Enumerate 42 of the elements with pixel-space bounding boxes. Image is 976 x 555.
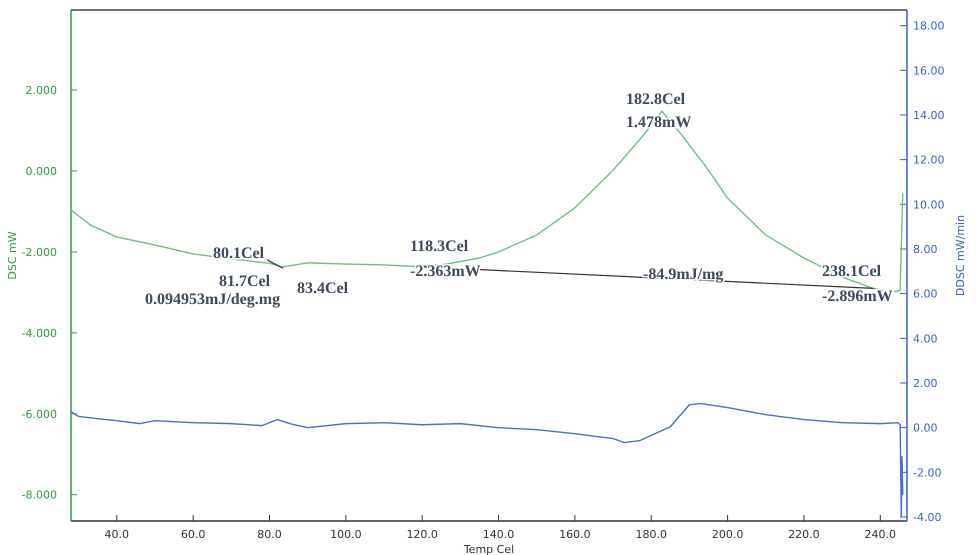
y-tick-label: 0.000 bbox=[26, 165, 57, 178]
y-tick-label: -2.000 bbox=[22, 246, 57, 259]
x-tick-label: 180.0 bbox=[635, 528, 667, 541]
annotation: 118.3Cel bbox=[410, 238, 469, 255]
x-tick-label: 200.0 bbox=[712, 528, 744, 541]
x-tick-label: 140.0 bbox=[482, 528, 514, 541]
y-tick-label: -4.000 bbox=[22, 326, 57, 340]
annotation: 83.4Cel bbox=[297, 280, 349, 297]
annotation: 182.8Cel bbox=[626, 91, 686, 108]
y2-tick-label: 10.00 bbox=[913, 198, 944, 212]
y2-tick-label: -2.00 bbox=[913, 466, 942, 480]
y-tick-label: 2.000 bbox=[26, 84, 57, 98]
y2-tick-label: 0.00 bbox=[913, 422, 938, 435]
x-tick-label: 100.0 bbox=[330, 528, 362, 541]
x-axis-title: Temp Cel bbox=[462, 543, 514, 555]
x-tick-label: 240.0 bbox=[864, 528, 896, 541]
x-tick-label: 40.0 bbox=[104, 528, 130, 541]
x-tick-label: 160.0 bbox=[559, 528, 591, 541]
x-tick-label: 120.0 bbox=[406, 528, 438, 541]
annotation: -2.896mW bbox=[822, 288, 893, 305]
annotation: 81.7Cel bbox=[219, 273, 271, 290]
annotation: -84.9mJ/mg bbox=[643, 266, 724, 283]
x-tick-label: 60.0 bbox=[180, 528, 206, 541]
annotation: 80.1Cel bbox=[213, 245, 265, 262]
y2-tick-label: 2.00 bbox=[913, 376, 938, 390]
y-tick-label: -8.000 bbox=[22, 488, 57, 502]
line-series bbox=[70, 402, 904, 518]
y2-axis-title: DDSC mW/min bbox=[954, 214, 967, 296]
y2-tick-label: -4.00 bbox=[913, 510, 942, 524]
y2-tick-label: 8.00 bbox=[913, 242, 938, 256]
annotation: 0.094953mJ/deg.mg bbox=[145, 291, 280, 308]
x-tick-label: 220.0 bbox=[788, 528, 820, 541]
y2-tick-label: 6.00 bbox=[913, 288, 938, 301]
y2-tick-label: 14.00 bbox=[913, 108, 944, 122]
annotation: -2.363mW bbox=[410, 263, 481, 280]
x-tick-label: 80.0 bbox=[257, 528, 282, 541]
y2-tick-label: 4.00 bbox=[913, 332, 938, 346]
y-tick-label: -6.000 bbox=[22, 408, 57, 421]
y2-tick-label: 16.00 bbox=[913, 64, 944, 78]
y-axis-title: DSC mW bbox=[6, 231, 19, 280]
y2-tick-label: 12.00 bbox=[913, 154, 944, 167]
y2-tick-label: 18.00 bbox=[913, 20, 944, 33]
